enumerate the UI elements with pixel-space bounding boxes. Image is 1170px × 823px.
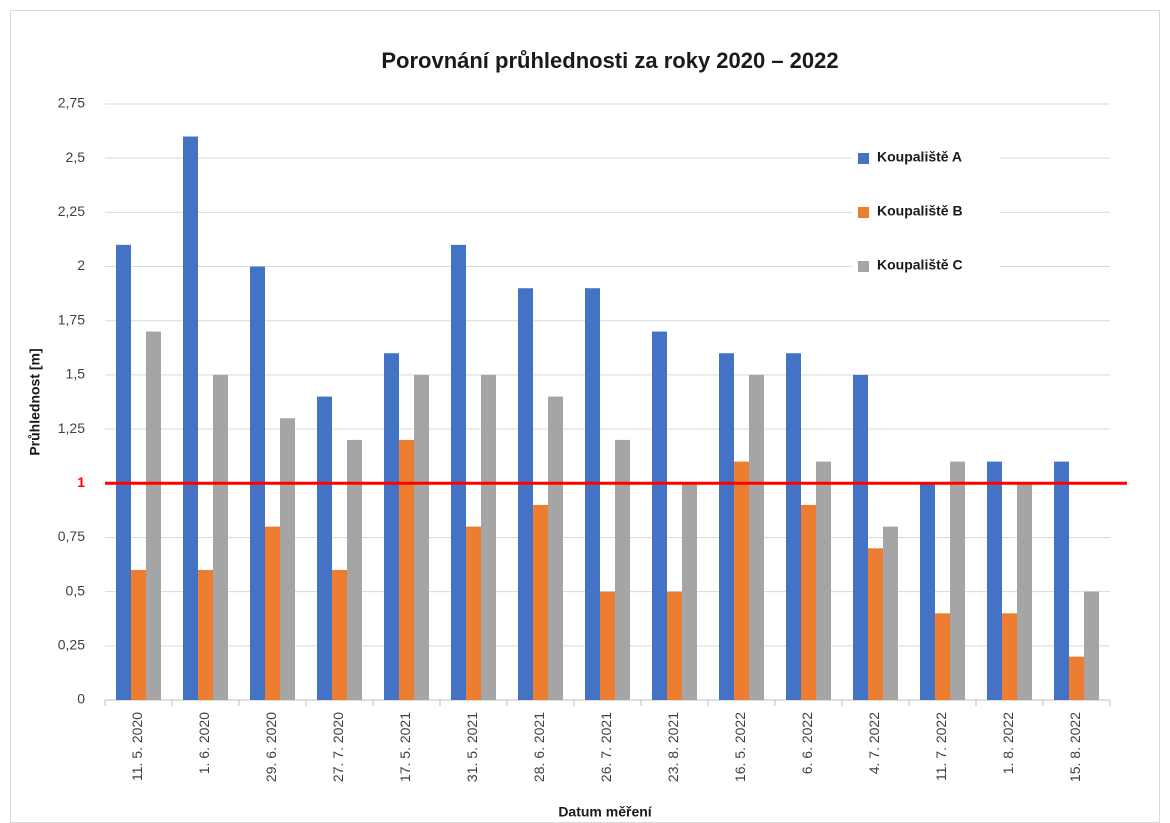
bar xyxy=(920,483,935,700)
bar xyxy=(414,374,429,700)
bar xyxy=(1084,591,1099,700)
bar xyxy=(1069,656,1084,700)
chart-title: Porovnání průhlednosti za roky 2020 – 20… xyxy=(381,48,838,73)
bar xyxy=(682,483,697,700)
bar xyxy=(853,374,868,700)
legend-background xyxy=(852,200,1000,224)
legend-label: Koupaliště A xyxy=(877,149,962,165)
bar xyxy=(935,613,950,700)
x-tick-label: 26. 7. 2021 xyxy=(598,712,614,782)
legend-swatch xyxy=(858,207,869,218)
bar xyxy=(816,461,831,700)
y-tick-label: 0 xyxy=(77,691,85,707)
bar xyxy=(399,439,414,700)
bar xyxy=(146,331,161,700)
x-tick-label: 16. 5. 2022 xyxy=(732,712,748,782)
x-axis-title: Datum měření xyxy=(558,804,652,820)
bar xyxy=(213,374,228,700)
bar xyxy=(719,353,734,700)
bar xyxy=(667,591,682,700)
y-tick-label: 0,75 xyxy=(58,528,85,544)
bar xyxy=(332,569,347,700)
bar xyxy=(533,504,548,700)
legend-background xyxy=(852,254,1000,278)
bar xyxy=(734,461,749,700)
x-tick-label: 1. 8. 2022 xyxy=(1000,712,1016,774)
y-tick-label: 2 xyxy=(77,257,85,273)
y-tick-label: 2,25 xyxy=(58,203,85,219)
bar xyxy=(652,331,667,700)
bar xyxy=(1017,483,1032,700)
bar xyxy=(183,136,198,700)
y-tick-label: 0,5 xyxy=(66,582,86,598)
bar xyxy=(265,526,280,700)
bar xyxy=(1054,461,1069,700)
bar xyxy=(116,244,131,700)
x-tick-label: 11. 7. 2022 xyxy=(933,712,949,781)
bar xyxy=(1002,613,1017,700)
x-tick-label: 6. 6. 2022 xyxy=(799,712,815,774)
bar xyxy=(347,439,362,700)
y-tick-label: 1 xyxy=(77,474,85,490)
legend-background xyxy=(852,146,1000,170)
bar xyxy=(481,374,496,700)
bar xyxy=(868,548,883,700)
bar xyxy=(548,396,563,700)
y-tick-label: 2,75 xyxy=(58,95,85,111)
bar xyxy=(615,439,630,700)
x-tick-label: 11. 5. 2020 xyxy=(129,712,145,781)
bar xyxy=(280,418,295,700)
y-axis-title: Průhlednost [m] xyxy=(27,348,43,455)
x-tick-label: 1. 6. 2020 xyxy=(196,712,212,774)
bar xyxy=(466,526,481,700)
legend-label: Koupaliště C xyxy=(877,257,963,273)
bar xyxy=(131,569,146,700)
bar xyxy=(786,353,801,700)
bar xyxy=(600,591,615,700)
bar xyxy=(801,504,816,700)
x-tick-label: 27. 7. 2020 xyxy=(330,712,346,782)
bar xyxy=(950,461,965,700)
y-tick-label: 2,5 xyxy=(66,149,86,165)
x-tick-label: 31. 5. 2021 xyxy=(464,712,480,782)
bar xyxy=(585,288,600,700)
x-tick-label: 23. 8. 2021 xyxy=(665,712,681,782)
bar xyxy=(384,353,399,700)
x-tick-label: 15. 8. 2022 xyxy=(1067,712,1083,782)
legend-swatch xyxy=(858,153,869,164)
x-tick-label: 4. 7. 2022 xyxy=(866,712,882,774)
x-tick-label: 28. 6. 2021 xyxy=(531,712,547,782)
x-tick-label: 29. 6. 2020 xyxy=(263,712,279,782)
y-tick-label: 1,75 xyxy=(58,311,85,327)
bar xyxy=(518,288,533,700)
x-tick-label: 17. 5. 2021 xyxy=(397,712,413,782)
bar xyxy=(451,244,466,700)
y-tick-label: 0,25 xyxy=(58,637,85,653)
legend-label: Koupaliště B xyxy=(877,203,963,219)
bar xyxy=(987,461,1002,700)
y-tick-label: 1,5 xyxy=(66,366,86,382)
y-tick-label: 1,25 xyxy=(58,420,85,436)
bar xyxy=(198,569,213,700)
bar xyxy=(317,396,332,700)
legend-swatch xyxy=(858,261,869,272)
bar xyxy=(883,526,898,700)
bar xyxy=(749,374,764,700)
